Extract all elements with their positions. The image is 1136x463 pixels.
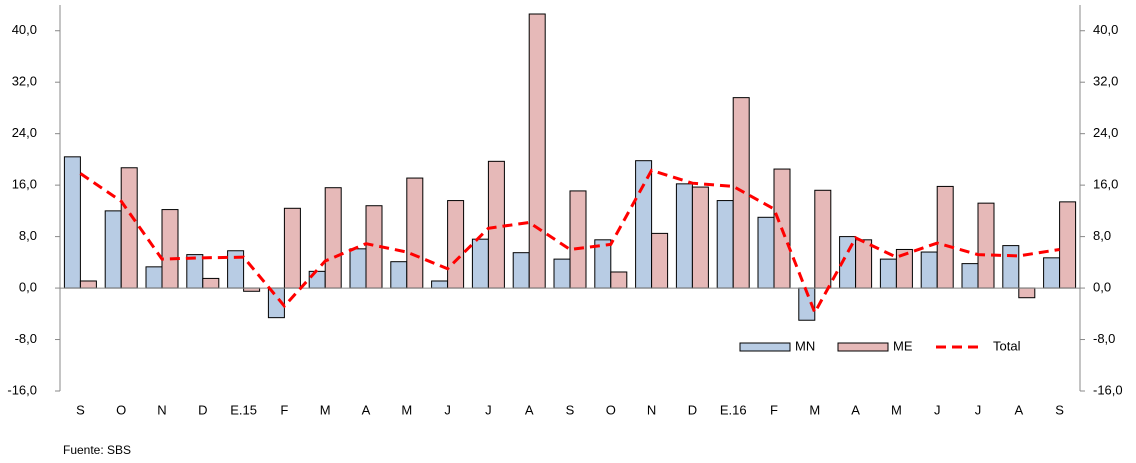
x-tick-label: E.15 xyxy=(230,402,257,417)
y-tick-label: 8,0 xyxy=(19,228,37,243)
x-tick-label: A xyxy=(362,402,371,417)
bar xyxy=(1043,257,1061,289)
x-tick-label: M xyxy=(401,402,412,417)
bar xyxy=(487,160,505,289)
bar xyxy=(120,167,138,289)
legend-swatch xyxy=(837,342,889,352)
y-tick-label: 16,0 xyxy=(12,177,37,192)
bar xyxy=(202,277,220,289)
bar xyxy=(512,252,530,289)
bar xyxy=(145,266,163,289)
bar xyxy=(63,156,81,289)
x-tick-label: D xyxy=(198,402,207,417)
bar xyxy=(855,239,873,289)
bar xyxy=(406,177,424,289)
total-line xyxy=(79,168,1060,317)
x-tick-label: A xyxy=(851,402,860,417)
bar xyxy=(920,251,938,289)
bar xyxy=(528,13,546,289)
y-tick-label: -16,0 xyxy=(7,382,37,397)
bar xyxy=(553,258,571,289)
bar xyxy=(471,238,489,289)
bar xyxy=(675,183,693,289)
bar xyxy=(732,97,750,289)
bar xyxy=(977,202,995,289)
x-tick-label: S xyxy=(76,402,85,417)
bar xyxy=(691,186,709,289)
y2-tick-label: 40,0 xyxy=(1093,22,1118,37)
bar xyxy=(569,190,587,289)
x-tick-label: J xyxy=(934,402,941,417)
y-tick-label: -8,0 xyxy=(15,331,37,346)
y2-tick-label: 0,0 xyxy=(1093,280,1111,295)
bar xyxy=(390,261,408,289)
x-tick-label: M xyxy=(320,402,331,417)
legend-label: MN xyxy=(795,338,815,353)
legend-swatch xyxy=(739,342,791,352)
y-tick-label: 40,0 xyxy=(12,22,37,37)
bar xyxy=(757,216,775,289)
y2-tick-label: 32,0 xyxy=(1093,74,1118,89)
x-tick-label: E.16 xyxy=(720,402,747,417)
x-tick-label: J xyxy=(444,402,451,417)
x-tick-label: N xyxy=(157,402,166,417)
bar xyxy=(1059,201,1077,289)
bar xyxy=(879,258,897,289)
x-tick-label: O xyxy=(116,402,126,417)
y2-tick-label: -8,0 xyxy=(1093,331,1115,346)
bar xyxy=(936,185,954,289)
y2-tick-label: 16,0 xyxy=(1093,177,1118,192)
bar xyxy=(79,280,97,289)
bar xyxy=(161,209,179,289)
x-tick-label: S xyxy=(1055,402,1064,417)
x-tick-label: A xyxy=(1014,402,1023,417)
bar xyxy=(1018,287,1036,299)
source-note: Fuente: SBS xyxy=(63,443,131,457)
bar xyxy=(1002,245,1020,289)
bar xyxy=(349,248,367,289)
x-tick-label: S xyxy=(566,402,575,417)
bar xyxy=(610,271,628,289)
y2-tick-label: 8,0 xyxy=(1093,228,1111,243)
x-tick-label: M xyxy=(809,402,820,417)
bar xyxy=(635,160,653,289)
y-tick-label: 32,0 xyxy=(12,74,37,89)
x-tick-label: A xyxy=(525,402,534,417)
legend-label: ME xyxy=(893,338,913,353)
x-tick-label: M xyxy=(891,402,902,417)
x-tick-label: J xyxy=(975,402,982,417)
bar xyxy=(104,210,122,289)
x-tick-label: J xyxy=(485,402,492,417)
y-tick-label: 24,0 xyxy=(12,125,37,140)
bar xyxy=(447,200,465,289)
bar xyxy=(716,200,734,289)
bar xyxy=(283,207,301,289)
x-tick-label: D xyxy=(688,402,697,417)
x-tick-label: F xyxy=(770,402,778,417)
bar xyxy=(431,280,449,289)
legend-label: Total xyxy=(993,338,1021,353)
y2-tick-label: -16,0 xyxy=(1093,382,1123,397)
y-tick-label: 0,0 xyxy=(19,280,37,295)
bar xyxy=(651,232,669,289)
x-tick-label: F xyxy=(280,402,288,417)
bar xyxy=(324,187,342,289)
bar xyxy=(961,263,979,289)
x-tick-label: O xyxy=(606,402,616,417)
y2-tick-label: 24,0 xyxy=(1093,125,1118,140)
bar xyxy=(814,189,832,289)
x-tick-label: N xyxy=(647,402,656,417)
